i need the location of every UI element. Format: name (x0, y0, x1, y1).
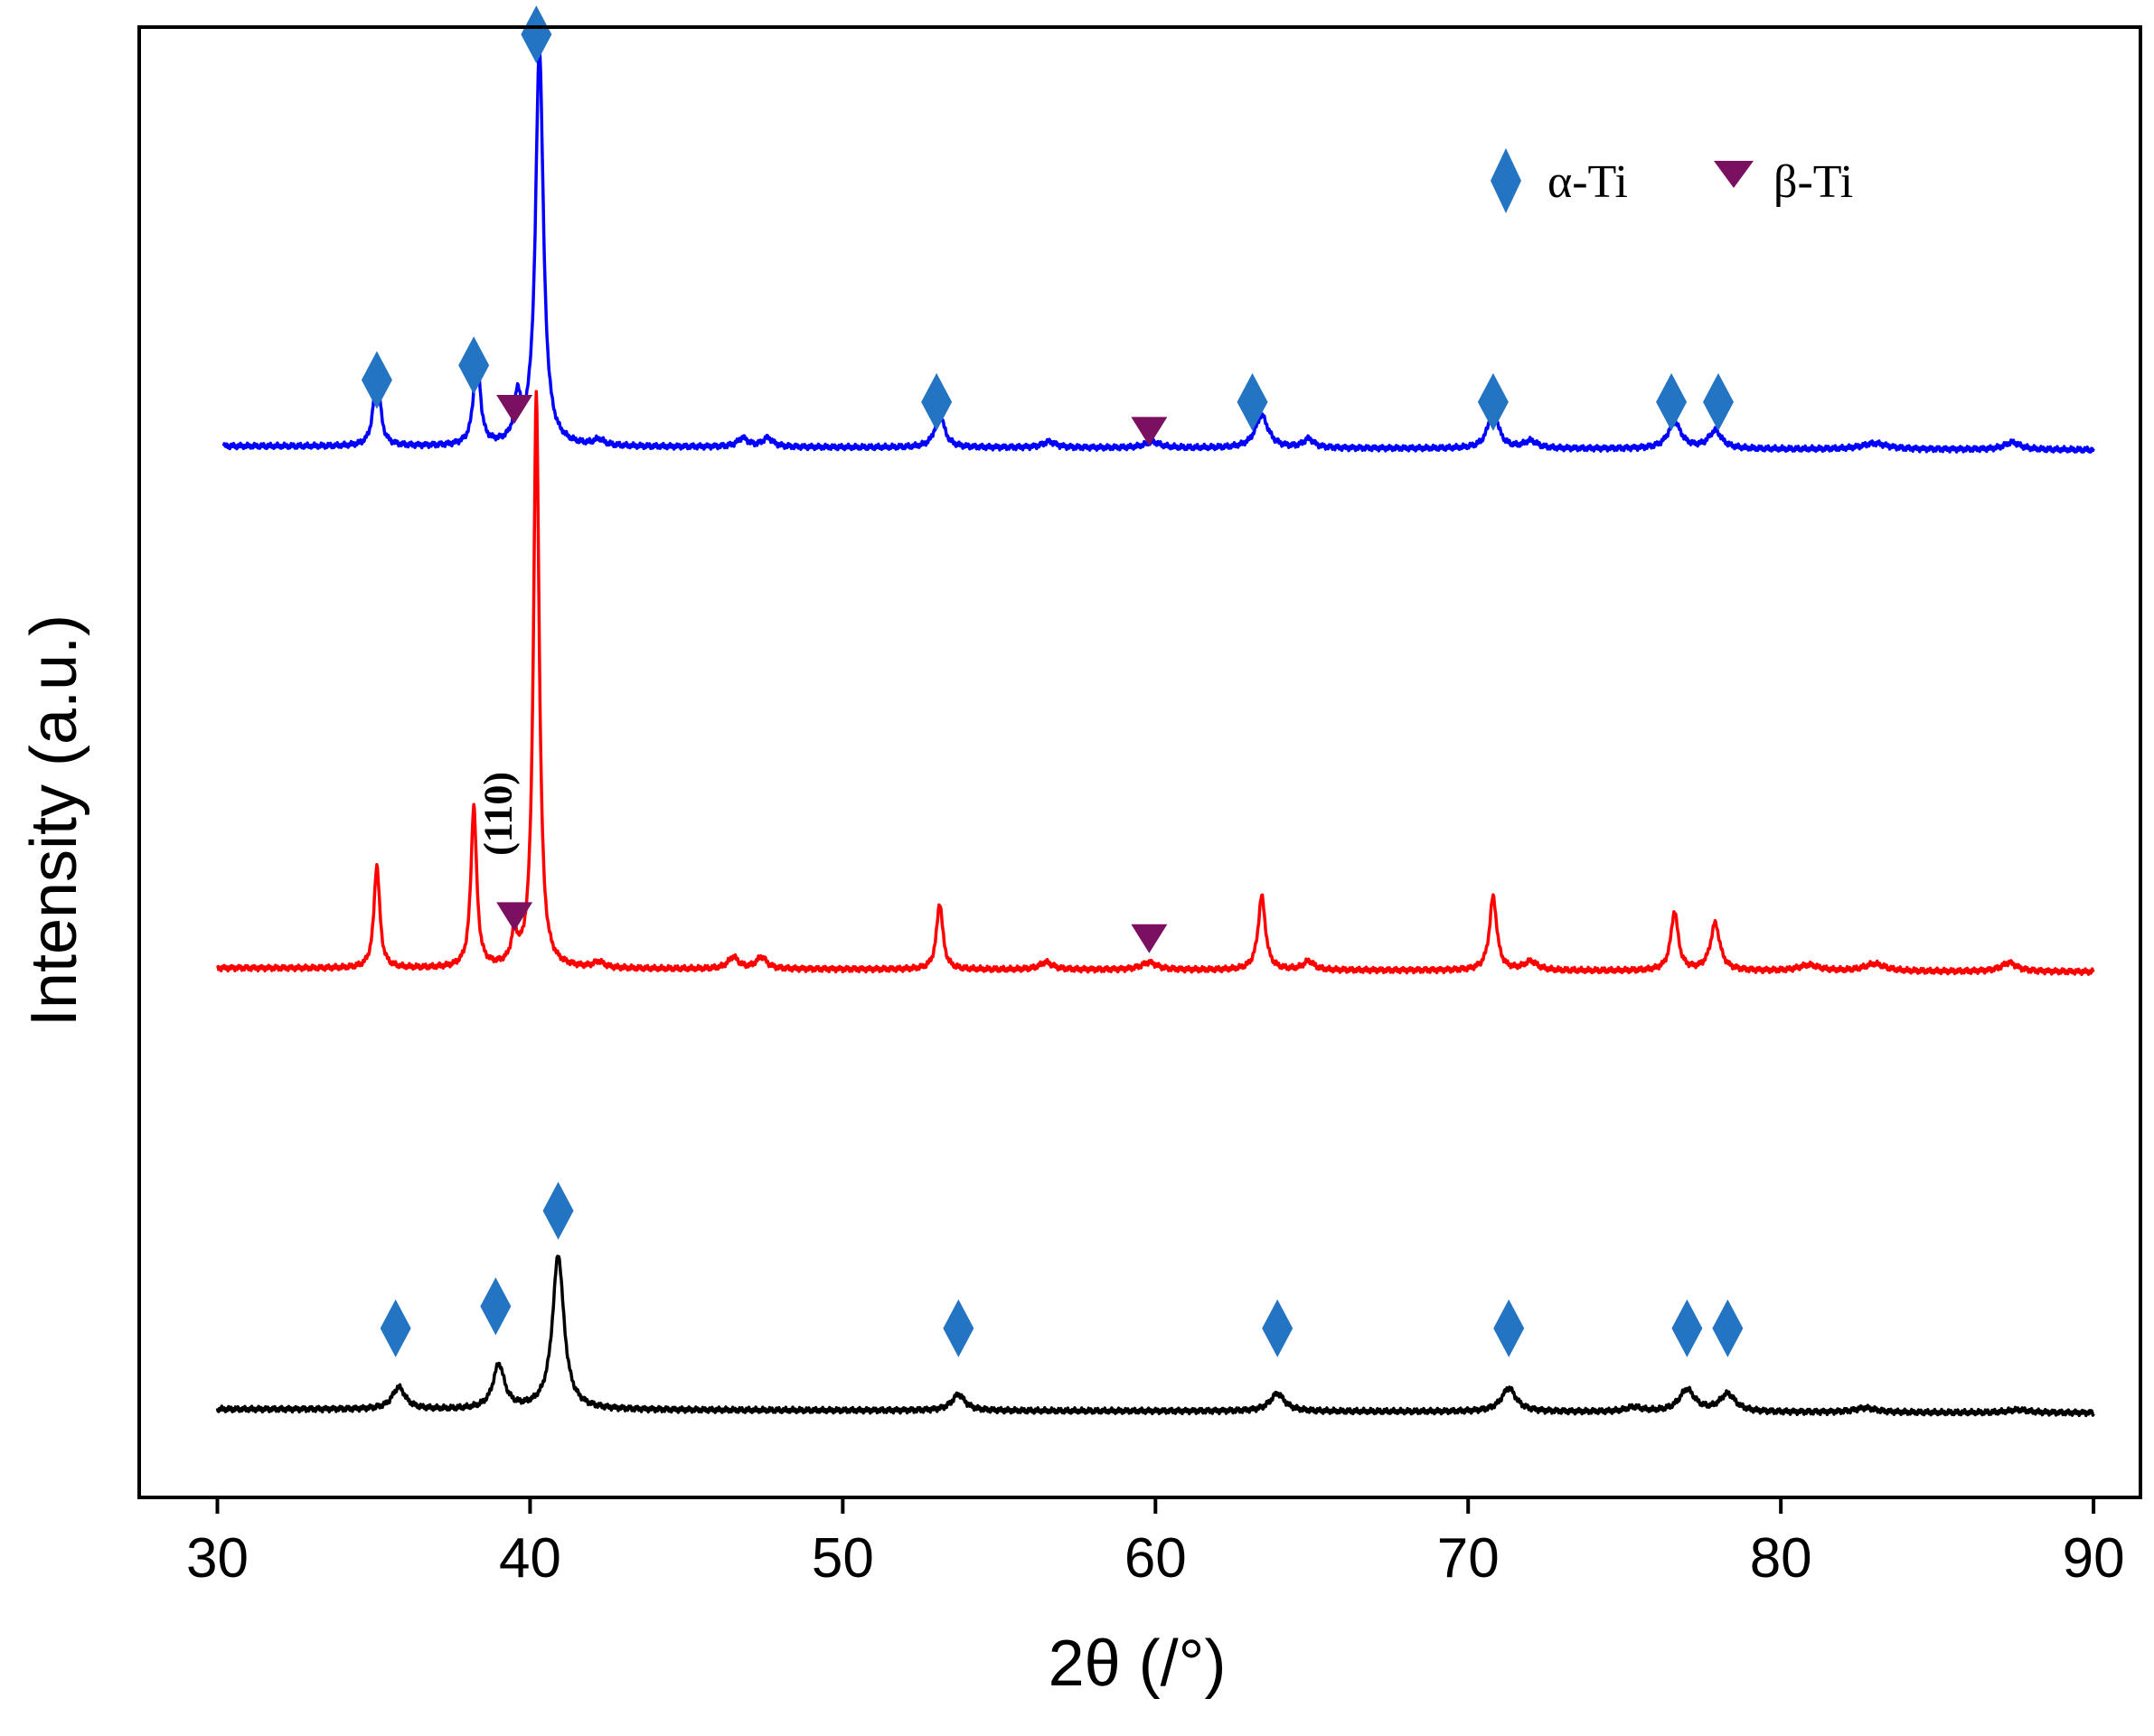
alpha-ti-marker (921, 372, 953, 431)
alpha-ti-marker (1262, 1299, 1293, 1357)
alpha-ti-marker (943, 1299, 974, 1357)
marker-layer (361, 5, 1744, 1357)
x-axis-ticks: 30 40 50 60 70 80 90 (186, 1497, 2125, 1590)
alpha-ti-marker (480, 1277, 512, 1336)
alpha-ti-marker (1656, 372, 1688, 431)
alpha-ti-marker (521, 5, 552, 64)
beta-ti-marker (1131, 417, 1168, 446)
beta-ti-marker (496, 902, 533, 932)
alpha-ti-marker (1712, 1299, 1744, 1357)
annotation-layer: (110) (476, 772, 521, 856)
x-tick-label: 70 (1437, 1527, 1500, 1590)
legend: α-Ti β-Ti (1491, 148, 1853, 213)
alpha-ti-marker (380, 1299, 411, 1357)
x-tick-label: 80 (1750, 1527, 1812, 1590)
alpha-ti-marker (1671, 1299, 1703, 1357)
legend-beta-label: β-Ti (1773, 156, 1853, 208)
alpha-ti-marker (542, 1181, 574, 1240)
x-tick-label: 30 (186, 1527, 249, 1590)
alpha-ti-marker (1237, 372, 1268, 431)
plot-frame (137, 25, 2142, 1499)
legend-beta-triangle-icon (1714, 161, 1754, 188)
beta-ti-marker (496, 395, 533, 425)
legend-alpha-diamond-icon (1491, 148, 1521, 213)
series-line-3 (215, 1254, 2095, 1418)
alpha-ti-marker (1477, 372, 1509, 431)
alpha-ti-marker (1702, 372, 1734, 431)
x-tick-label: 50 (812, 1527, 874, 1590)
alpha-ti-marker (458, 336, 490, 395)
alpha-ti-marker (1493, 1299, 1525, 1357)
beta-ti-marker (1131, 924, 1168, 953)
x-tick-label: 90 (2063, 1527, 2125, 1590)
alpha-ti-marker (361, 351, 392, 409)
x-tick-label: 40 (499, 1527, 561, 1590)
peak-annotation-110: (110) (476, 772, 521, 856)
series-layer (215, 48, 2095, 1418)
x-tick-label: 60 (1124, 1527, 1187, 1590)
series-line-1 (221, 48, 2095, 455)
y-axis-label: Intensity (a.u.) (18, 615, 90, 1027)
series-line-2 (215, 389, 2095, 977)
legend-alpha-label: α-Ti (1547, 156, 1628, 208)
x-axis-label: 2θ (/°) (1049, 1628, 1227, 1700)
